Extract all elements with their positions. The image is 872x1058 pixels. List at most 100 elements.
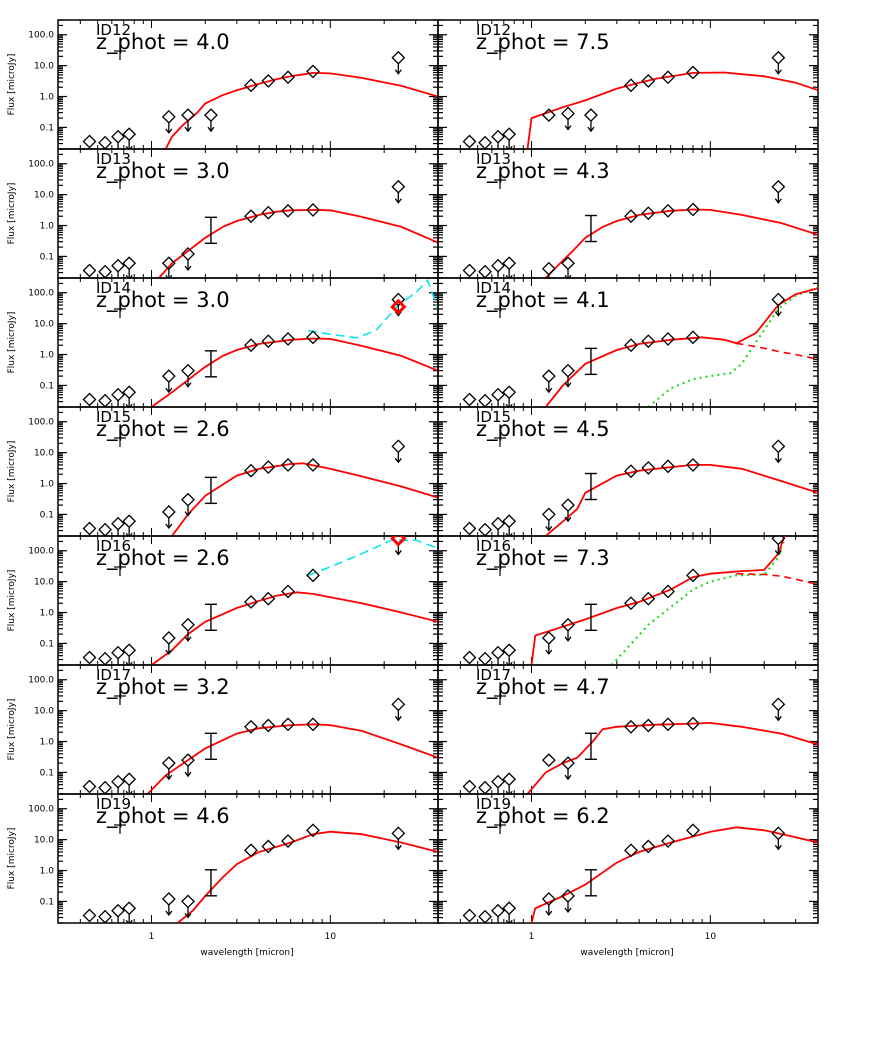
- photometry-point: [122, 772, 137, 787]
- photometry-point: [584, 108, 598, 123]
- photometry-point: [561, 363, 575, 378]
- panel-id: ID15: [476, 408, 511, 426]
- upper-limit-arrowhead: [774, 69, 782, 75]
- photometry-point: [491, 258, 505, 273]
- y-tick-label: 10.0: [34, 62, 54, 72]
- photometry-point: [462, 392, 477, 407]
- photometry-point: [502, 643, 517, 658]
- photometry-point: [161, 505, 176, 519]
- photometry-point: [181, 492, 195, 507]
- x-tick-label: 1: [529, 932, 535, 942]
- photometry-point: [82, 392, 97, 407]
- photometry-point: [111, 645, 125, 660]
- dust-component-line: [610, 538, 786, 665]
- photometry-point: [244, 209, 258, 224]
- upper-limit-arrowhead: [125, 403, 133, 407]
- photometry-point: [391, 439, 406, 454]
- photometry-point: [281, 203, 295, 218]
- panel-points: [462, 179, 786, 285]
- y-tick-label: 1.0: [40, 480, 55, 490]
- panel-curves: [545, 464, 818, 536]
- photometry-point: [624, 338, 638, 353]
- photometry-point: [391, 50, 406, 65]
- photometry-point: [771, 697, 786, 712]
- panel-points: [462, 697, 786, 794]
- upper-limit-arrowhead: [774, 550, 782, 556]
- photometry-point: [541, 507, 556, 522]
- y-axis-label: Flux [microJy]: [7, 54, 17, 116]
- y-tick-label: 10.0: [34, 449, 54, 459]
- photometry-point: [641, 839, 656, 854]
- upper-limit-arrowhead: [125, 145, 133, 149]
- photometry-point: [771, 292, 786, 307]
- photometry-point: [111, 516, 125, 531]
- photometry-point: [244, 595, 258, 609]
- panel-curves: [146, 723, 438, 794]
- panel-id: ID12: [476, 21, 511, 39]
- photometry-point: [181, 894, 195, 909]
- photometry-point: [161, 369, 176, 384]
- photometry-point: [261, 591, 276, 606]
- photometry-point: [82, 134, 97, 149]
- y-tick-label: 100.0: [28, 418, 54, 428]
- photometry-point: [82, 779, 97, 794]
- photometry-point: [111, 774, 125, 789]
- photometry-point: [462, 908, 477, 923]
- upper-limit-arrowhead: [207, 126, 215, 133]
- y-tick-label: 0.1: [40, 510, 54, 520]
- photometry-point: [122, 643, 137, 658]
- panel-id: ID14: [96, 279, 131, 297]
- panel-points: [462, 439, 786, 536]
- photometry-point: [281, 458, 295, 472]
- y-tick-label: 10.0: [34, 836, 54, 846]
- photometry-point: [478, 135, 492, 149]
- panel-points: [82, 179, 406, 278]
- photometry-point: [122, 256, 137, 271]
- panel-curves: [177, 830, 438, 923]
- photometry-point: [478, 780, 492, 794]
- x-tick-label: 10: [705, 932, 717, 942]
- photometry-point: [478, 264, 492, 278]
- photometry-point: [541, 631, 556, 645]
- photometry-point: [624, 78, 638, 93]
- y-tick-label: 0.1: [40, 897, 54, 907]
- upper-limit-arrowhead: [184, 126, 192, 133]
- photometry-point: [261, 73, 276, 88]
- photometry-point: [462, 650, 477, 665]
- upper-limit-arrowhead: [564, 636, 572, 642]
- photometry-point: [624, 596, 638, 611]
- y-tick-label: 0.1: [40, 252, 54, 262]
- y-tick-label: 1.0: [40, 738, 55, 748]
- panel-id: ID13: [96, 150, 131, 168]
- y-tick-label: 1.0: [40, 351, 55, 361]
- photometry-point: [462, 521, 477, 536]
- photometry-point: [502, 514, 517, 529]
- panel-curves: [158, 208, 438, 278]
- photometry-point: [686, 202, 700, 217]
- photometry-point: [771, 50, 786, 65]
- upper-limit-arrowhead: [184, 265, 192, 272]
- photometry-point: [306, 64, 320, 79]
- upper-limit-arrowhead: [545, 387, 553, 394]
- model-sed-line: [146, 723, 438, 794]
- panel-id: ID14: [476, 279, 511, 297]
- photometry-point: [281, 331, 295, 346]
- upper-limit-arrowhead: [546, 281, 552, 285]
- y-tick-label: 0.1: [40, 381, 54, 391]
- x-axis-label-right: wavelength [micron]: [580, 948, 673, 958]
- photometry-point: [502, 385, 517, 400]
- photometry-point: [541, 261, 556, 276]
- panel-id: ID15: [96, 408, 131, 426]
- photometry-point: [122, 385, 137, 400]
- photometry-point: [686, 823, 700, 838]
- upper-limit-arrowhead: [184, 382, 192, 388]
- upper-limit-arrowhead: [165, 774, 173, 781]
- upper-limit-arrowhead: [774, 715, 782, 722]
- upper-limit-arrowhead: [125, 274, 133, 278]
- y-tick-label: 1.0: [40, 93, 55, 103]
